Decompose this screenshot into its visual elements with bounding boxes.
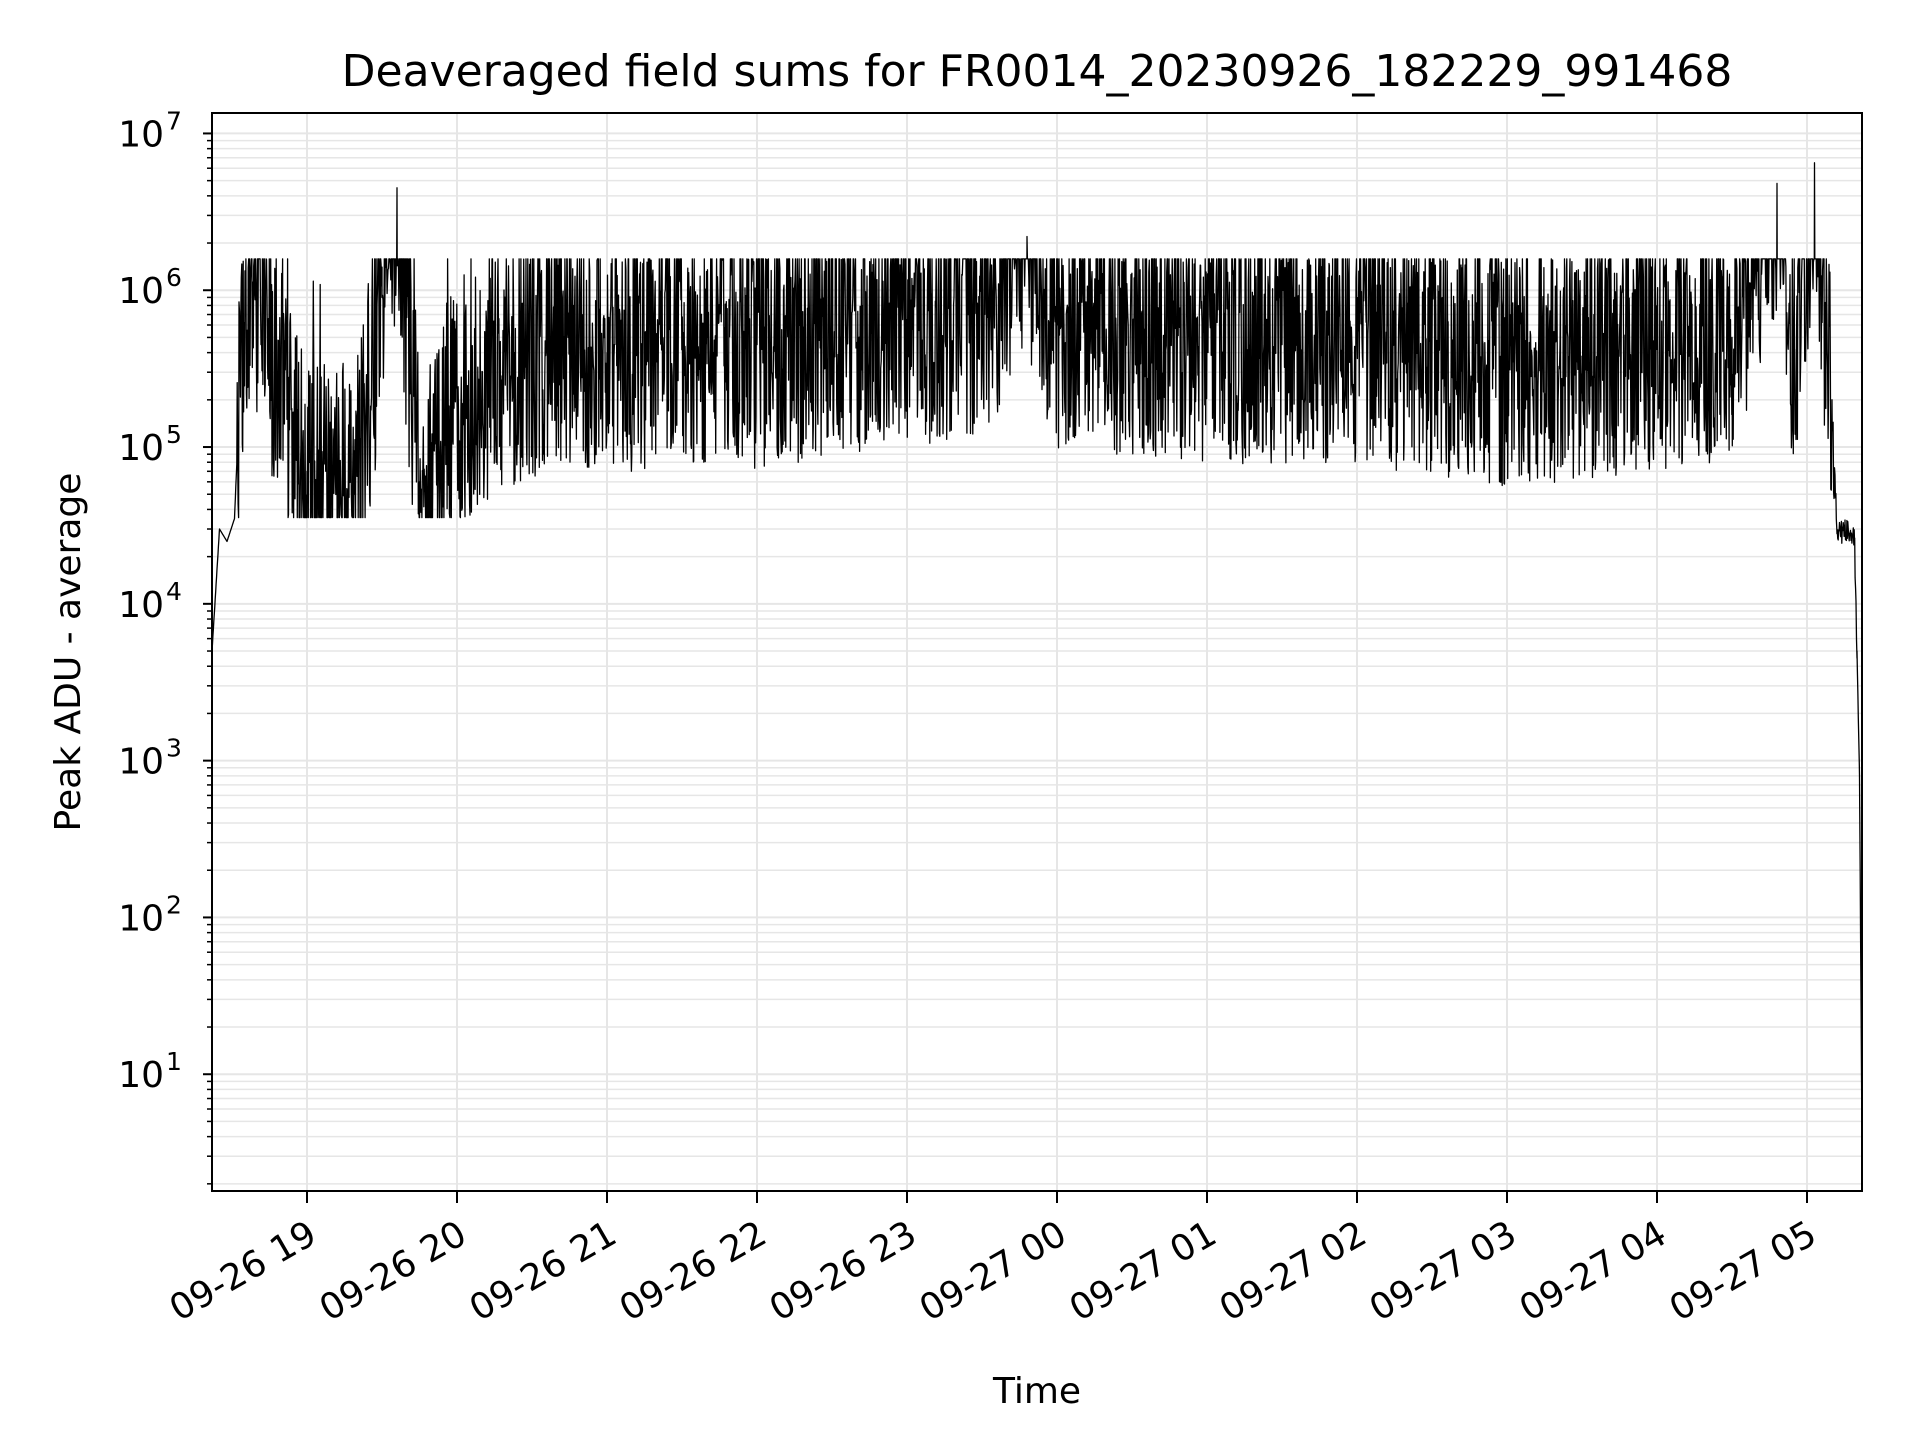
y-tick-label: 10 (118, 1055, 164, 1096)
y-tick-exponent: 4 (166, 577, 182, 606)
y-tick-exponent: 2 (166, 890, 182, 919)
y-axis-label: Peak ADU - average (48, 473, 89, 832)
y-tick-label: 10 (118, 898, 164, 939)
y-tick-label: 10 (118, 585, 164, 626)
series-line (212, 162, 1862, 1142)
y-tick-exponent: 5 (166, 420, 182, 449)
y-tick-exponent: 7 (166, 106, 182, 135)
y-tick-label: 10 (118, 271, 164, 312)
y-tick-exponent: 3 (166, 734, 182, 763)
chart-title: Deaveraged field sums for FR0014_2023092… (342, 46, 1733, 97)
y-tick-label: 10 (118, 428, 164, 469)
y-tick-label: 10 (118, 114, 164, 155)
y-tick-exponent: 6 (166, 263, 182, 292)
y-tick-exponent: 1 (166, 1047, 182, 1076)
x-axis-label: Time (992, 1371, 1081, 1412)
plot-frame (211, 112, 1863, 1192)
y-tick-label: 10 (118, 742, 164, 783)
